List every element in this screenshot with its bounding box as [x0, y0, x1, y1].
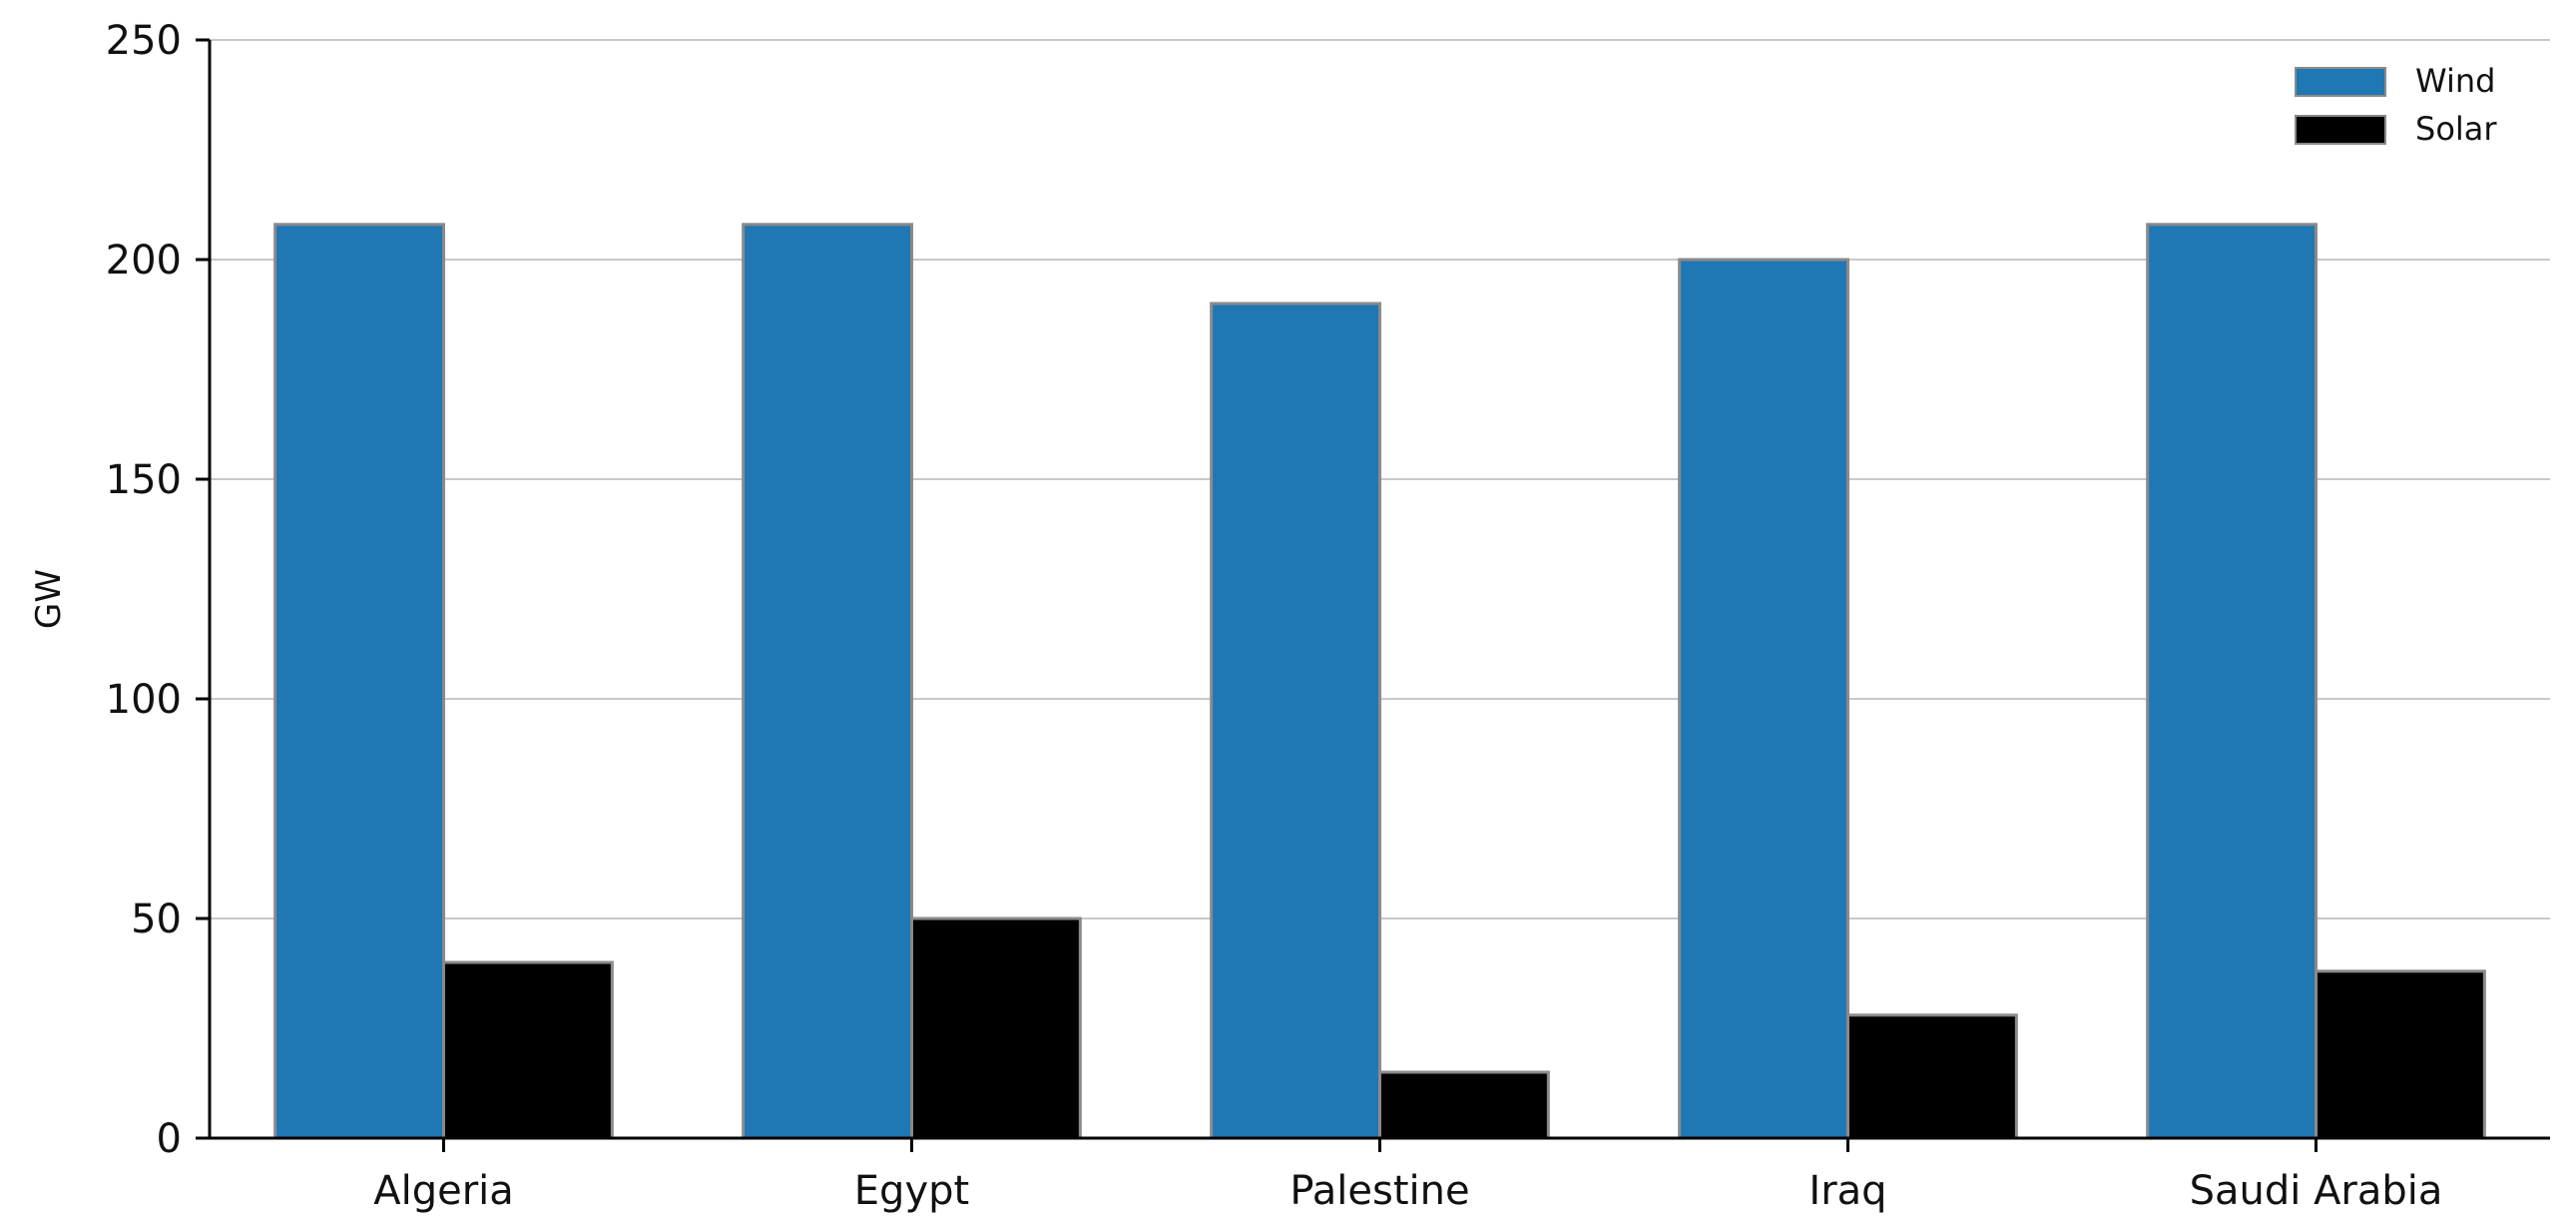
x-tick-label: Algeria	[373, 1168, 514, 1214]
bar-solar-algeria	[442, 960, 614, 1140]
bar-wind-iraq	[1678, 258, 1850, 1140]
legend-swatch-wind	[2295, 67, 2386, 97]
bars	[273, 223, 2486, 1140]
y-tick-label: 200	[106, 238, 182, 284]
y-tick-label: 150	[106, 457, 182, 503]
bar-wind-algeria	[273, 223, 445, 1140]
bar-solar-palestine	[1378, 1070, 1550, 1140]
bar-wind-palestine	[1210, 302, 1382, 1140]
bar-solar-iraq	[1846, 1013, 2018, 1140]
bar-wind-egypt	[742, 223, 913, 1140]
y-tick-label: 250	[106, 18, 182, 64]
bar-solar-saudi-arabia	[2315, 969, 2486, 1140]
legend-label-wind: Wind	[2415, 62, 2495, 100]
x-tick-label: Egypt	[854, 1168, 969, 1214]
bar-wind-saudi-arabia	[2146, 223, 2318, 1140]
y-axis-title: GW	[29, 569, 69, 629]
legend-swatch-solar	[2295, 115, 2386, 145]
x-tick-label: Iraq	[1808, 1168, 1886, 1214]
bar-solar-egypt	[910, 916, 1082, 1140]
axes: 0 50 100 150 200 250 Algeria Egypt Palestine Iraq…	[106, 18, 2550, 1214]
legend: Wind Solar	[2295, 62, 2497, 148]
x-tick-label: Palestine	[1289, 1168, 1469, 1214]
y-tick-label: 0	[157, 1116, 182, 1162]
y-tick-label: 100	[106, 677, 182, 723]
x-tick-label: Saudi Arabia	[2190, 1168, 2443, 1214]
legend-label-solar: Solar	[2415, 110, 2497, 148]
y-tick-label: 50	[131, 897, 182, 942]
